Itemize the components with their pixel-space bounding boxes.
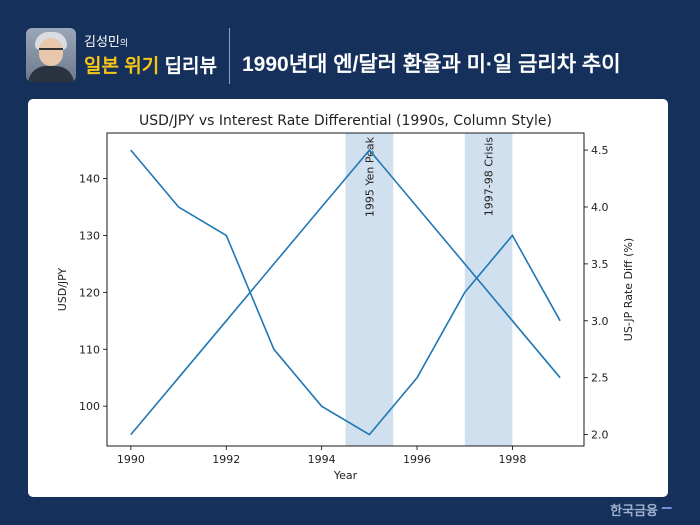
author-name-text: 김성민 (84, 34, 120, 49)
y-right-tick-label-2.0: 2.0 (591, 429, 609, 442)
x-tick-label-1990: 1990 (117, 453, 145, 466)
y-left-tick-label-120: 120 (79, 286, 100, 299)
x-tick-label-1992: 1992 (212, 453, 240, 466)
y-left-tick-label-110: 110 (79, 343, 100, 356)
series-name-part2: 딥리뷰 (164, 56, 217, 77)
y-left-tick-label-140: 140 (79, 173, 100, 186)
brand-text: 한국금융 (610, 503, 658, 518)
y-right-tick-label-3.5: 3.5 (591, 258, 609, 271)
shaded-region-label-1: 1995 Yen Peak (363, 136, 376, 217)
series-name: 일본 위기 딥리뷰 (84, 51, 217, 78)
y-axis-label-right: US-JP Rate Diff (%) (622, 238, 635, 341)
shaded-region-1 (345, 133, 394, 446)
chart-svg: 1995 Yen Peak 1997-98 Crisis 1990 1992 1994 1… (56, 113, 635, 482)
author-avatar (26, 28, 76, 82)
y-right-tick-label-2.5: 2.5 (591, 372, 609, 385)
series-line-left (130, 149, 561, 436)
y-right-tick-label-4.5: 4.5 (591, 144, 609, 157)
brand-mark-icon (657, 507, 673, 515)
x-tick-label-1998: 1998 (498, 453, 526, 466)
plot-frame (106, 132, 585, 447)
x-tick-label-1994: 1994 (308, 453, 336, 466)
y-axis-label-left: USD/JPY (56, 267, 69, 311)
header-divider (229, 28, 230, 84)
shaded-region-2 (464, 133, 513, 446)
x-tick-label-1996: 1996 (403, 453, 431, 466)
y-left-tick-label-130: 130 (79, 229, 100, 242)
series-line-right (130, 148, 561, 436)
brand-logo: 한국금융 (610, 500, 673, 519)
author-suffix: 의 (119, 38, 129, 48)
chart-card: 1995 Yen Peak 1997-98 Crisis 1990 1992 1994 1… (28, 99, 668, 497)
y-right-tick-label-4.0: 4.0 (591, 201, 609, 214)
shaded-region-label-2: 1997-98 Crisis (483, 137, 496, 217)
header: 김성민의 일본 위기 딥리뷰 1990년대 엔/달러 환율과 미·일 금리차 추… (0, 0, 700, 100)
series-name-part1: 일본 위기 (84, 56, 160, 77)
chart-title: USD/JPY vs Interest Rate Differential (1… (139, 113, 552, 129)
y-left-tick-label-100: 100 (79, 400, 100, 413)
y-right-tick-label-3.0: 3.0 (591, 315, 609, 328)
page-title: 1990년대 엔/달러 환율과 미·일 금리차 추이 (242, 53, 621, 76)
x-axis-label: Year (333, 469, 358, 482)
author-name: 김성민의 (84, 31, 128, 50)
